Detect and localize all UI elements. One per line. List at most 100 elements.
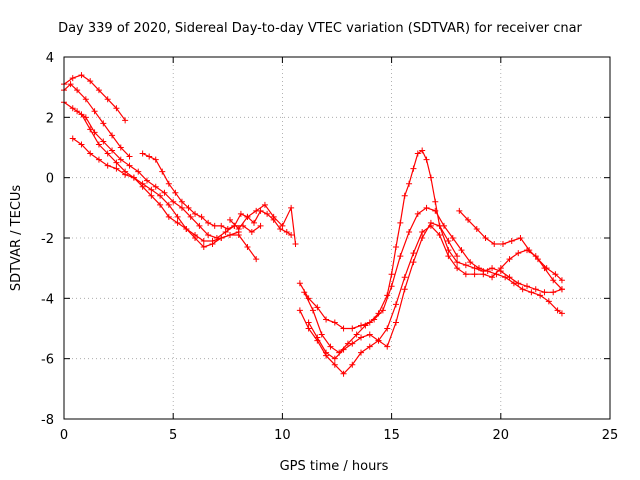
series-track-8 xyxy=(296,147,565,332)
data-point xyxy=(340,370,347,377)
data-point xyxy=(296,307,303,314)
data-point xyxy=(91,129,98,136)
data-point xyxy=(436,222,443,229)
data-point xyxy=(139,180,146,187)
data-point xyxy=(170,198,177,205)
data-point xyxy=(172,189,179,196)
data-point xyxy=(554,307,561,314)
data-point xyxy=(113,105,120,112)
data-point xyxy=(183,225,190,232)
data-point xyxy=(502,274,509,281)
data-point xyxy=(185,204,192,211)
data-point xyxy=(261,201,268,208)
data-point xyxy=(192,210,199,217)
data-point xyxy=(454,253,461,260)
data-point xyxy=(264,210,271,217)
series-track-10 xyxy=(301,204,565,356)
data-point xyxy=(379,307,386,314)
data-point xyxy=(104,150,111,157)
y-tick-label: -6 xyxy=(41,353,54,368)
data-point xyxy=(157,201,164,208)
data-point xyxy=(510,280,517,287)
data-point xyxy=(537,292,544,299)
data-point xyxy=(143,177,150,184)
data-point xyxy=(550,277,557,284)
data-point xyxy=(449,235,456,241)
data-point xyxy=(296,280,303,287)
data-point xyxy=(515,250,522,257)
data-point xyxy=(139,150,146,157)
data-point xyxy=(489,265,496,272)
data-point xyxy=(69,135,76,142)
data-point xyxy=(558,277,565,284)
data-point xyxy=(423,156,430,163)
series-track-7 xyxy=(226,201,299,248)
grid xyxy=(64,57,610,419)
axes-ticks: 0 5 10 15 20 25 -8 -6 -4 -2 0 2 4 xyxy=(41,51,618,443)
data-point xyxy=(152,183,159,190)
data-point xyxy=(69,75,76,82)
data-point xyxy=(248,228,255,235)
data-point xyxy=(358,349,365,356)
data-point xyxy=(526,247,533,254)
data-point xyxy=(388,271,395,278)
data-point xyxy=(301,289,308,296)
data-point xyxy=(157,192,164,199)
data-point xyxy=(467,259,474,266)
data-point xyxy=(419,147,426,154)
data-point xyxy=(122,117,129,124)
data-point xyxy=(427,219,434,226)
data-point xyxy=(401,192,408,199)
data-point xyxy=(211,222,218,229)
data-point xyxy=(78,72,85,79)
data-point xyxy=(384,325,391,332)
data-point xyxy=(126,162,133,169)
data-point xyxy=(283,228,290,235)
data-point xyxy=(558,310,565,317)
data-point xyxy=(397,219,404,226)
data-point xyxy=(392,301,399,308)
data-point xyxy=(165,180,172,187)
data-point xyxy=(244,244,251,251)
data-point xyxy=(331,361,338,368)
data-point xyxy=(192,235,199,241)
data-point xyxy=(235,225,242,232)
data-point xyxy=(148,192,155,199)
series-track-12 xyxy=(456,207,565,284)
data-point xyxy=(465,216,472,223)
data-point xyxy=(152,156,159,163)
data-point xyxy=(552,271,559,278)
y-tick-label: 2 xyxy=(46,111,54,126)
data-point xyxy=(174,219,181,226)
data-point xyxy=(480,271,487,278)
data-point xyxy=(235,231,242,238)
data-point xyxy=(545,298,552,305)
data-point xyxy=(178,204,185,211)
data-point xyxy=(226,216,233,223)
data-point xyxy=(482,235,489,241)
data-point xyxy=(200,238,207,245)
data-point xyxy=(113,159,120,166)
data-point xyxy=(288,204,295,211)
data-point xyxy=(427,174,434,181)
x-axis-label: GPS time / hours xyxy=(280,459,389,474)
data-point xyxy=(159,168,166,175)
data-point xyxy=(292,241,299,248)
data-point xyxy=(117,144,124,151)
data-point xyxy=(161,189,168,196)
data-point xyxy=(349,340,356,347)
data-point xyxy=(87,150,94,157)
data-point xyxy=(109,147,116,154)
x-tick-label: 0 xyxy=(60,428,68,443)
data-point xyxy=(550,289,557,296)
data-point xyxy=(314,304,321,311)
data-point xyxy=(165,201,172,208)
data-point xyxy=(187,213,194,220)
data-point xyxy=(340,325,347,332)
data-point xyxy=(135,168,142,175)
data-point xyxy=(82,96,89,103)
data-point xyxy=(331,319,338,326)
data-point xyxy=(95,87,102,94)
data-point xyxy=(462,262,469,269)
